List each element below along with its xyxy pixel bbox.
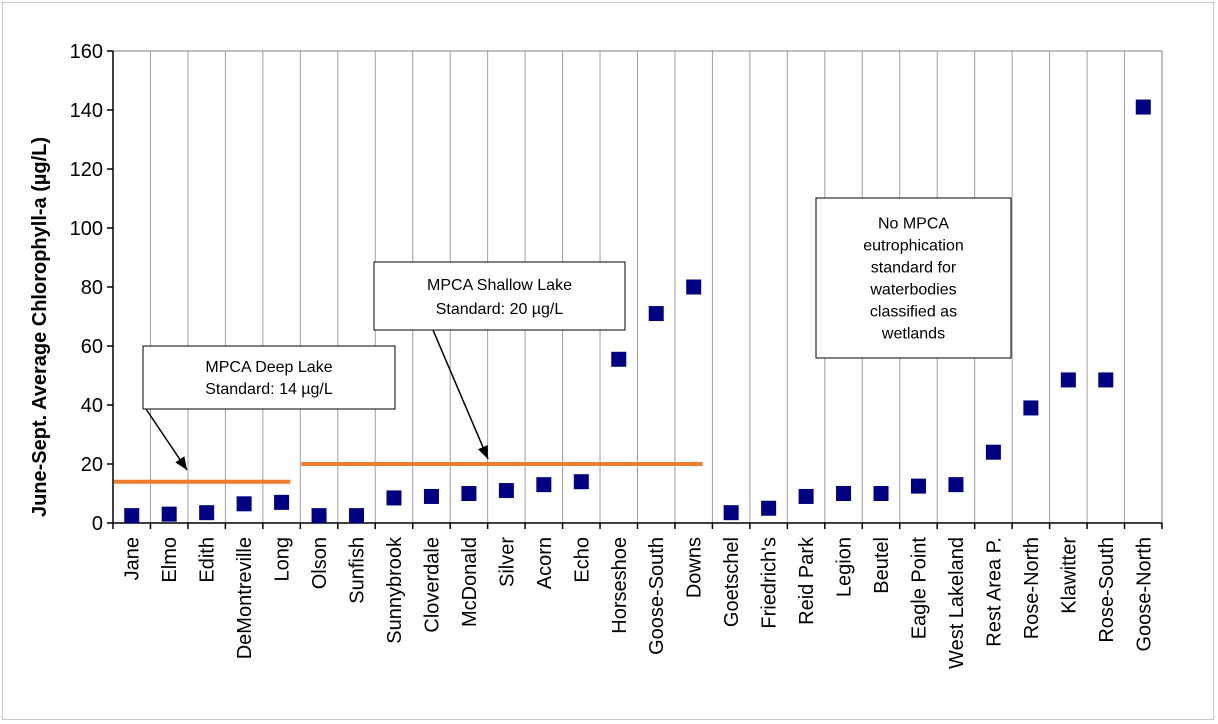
- data-point: [948, 477, 964, 493]
- data-point: [236, 496, 252, 512]
- x-tick-label: Eagle Point: [908, 537, 930, 640]
- annotation-text: MPCA Shallow Lake: [427, 277, 572, 294]
- y-tick-label: 0: [92, 513, 103, 535]
- data-point: [836, 486, 852, 501]
- x-tick-label: Jane: [122, 537, 144, 580]
- data-point: [910, 478, 926, 494]
- x-tick-label: Cloverdale: [421, 537, 443, 633]
- y-tick-label: 20: [81, 454, 103, 476]
- x-tick-label: Klawitter: [1058, 537, 1080, 614]
- data-point: [686, 279, 702, 295]
- x-tick-label: DeMontreville: [234, 537, 256, 659]
- data-point: [611, 351, 627, 367]
- x-tick-label: West Lakeland: [946, 537, 968, 669]
- x-tick-label: Downs: [684, 537, 706, 598]
- annotation-arrow: [432, 329, 489, 460]
- data-point: [1060, 372, 1076, 388]
- y-tick-label: 100: [70, 218, 103, 240]
- x-tick-label: Olson: [309, 537, 331, 589]
- annotation-text: wetlands: [881, 326, 945, 343]
- y-tick-label: 140: [70, 100, 103, 122]
- annotation-text: Standard: 14 µg/L: [205, 381, 333, 398]
- arrow-head: [477, 445, 488, 459]
- arrow-head: [175, 456, 187, 470]
- data-point: [1098, 372, 1114, 388]
- x-tick-label: Goose-North: [1133, 537, 1155, 652]
- x-tick-label: Goose-South: [646, 537, 668, 655]
- annotation-text: Standard: 20 µg/L: [436, 301, 564, 318]
- data-point: [723, 505, 739, 521]
- data-point: [199, 505, 215, 521]
- data-point: [161, 506, 177, 522]
- x-tick-label: Rest Area P.: [983, 537, 1005, 647]
- data-point: [124, 508, 140, 524]
- y-tick-label: 60: [81, 336, 103, 358]
- data-point: [1023, 400, 1039, 416]
- data-point: [461, 486, 477, 501]
- annotation-text: waterbodies: [869, 282, 956, 299]
- x-tick-label: McDonald: [459, 537, 481, 627]
- x-tick-label: Horseshoe: [609, 537, 631, 634]
- x-tick-label: Friedrich's: [759, 537, 781, 629]
- data-point: [349, 508, 365, 524]
- x-tick-label: Long: [272, 537, 294, 582]
- annotation-box: [815, 197, 1012, 359]
- x-tick-label: Rose-South: [1096, 537, 1118, 643]
- y-tick-label: 120: [70, 159, 103, 181]
- x-tick-label: Reid Park: [796, 536, 818, 625]
- x-tick-label: Legion: [834, 537, 856, 597]
- x-tick-label: Acorn: [534, 537, 556, 589]
- y-tick-label: 80: [81, 277, 103, 299]
- x-tick-label: Beutel: [871, 537, 893, 594]
- y-tick-label: 160: [70, 41, 103, 63]
- x-tick-label: Elmo: [159, 537, 181, 583]
- x-tick-label: Silver: [496, 537, 518, 587]
- x-tick-label: Sunnybrook: [384, 536, 406, 644]
- data-point: [423, 488, 439, 504]
- x-tick-label: Rose-North: [1021, 537, 1043, 639]
- annotation-text: standard for: [871, 260, 957, 277]
- data-point: [873, 486, 889, 501]
- annotation-box: [373, 261, 626, 331]
- data-point: [311, 508, 327, 524]
- data-point: [498, 483, 514, 499]
- data-point: [985, 444, 1001, 460]
- annotation-box: [142, 345, 396, 410]
- data-point: [536, 477, 552, 493]
- annotation-text: eutrophication: [863, 238, 964, 255]
- y-axis-title: June-Sept. Average Chlorophyll-a (µg/L): [29, 137, 51, 517]
- x-tick-label: Edith: [197, 537, 219, 583]
- data-point: [573, 474, 589, 490]
- data-point: [648, 306, 664, 322]
- data-point: [798, 488, 814, 504]
- data-point: [274, 494, 290, 510]
- data-point: [1135, 99, 1151, 115]
- annotation-text: No MPCA: [878, 216, 949, 233]
- x-tick-label: Goetschel: [721, 537, 743, 627]
- y-tick-label: 40: [81, 395, 103, 417]
- annotation-text: classified as: [870, 304, 957, 321]
- data-point: [386, 490, 402, 506]
- annotation-text: MPCA Deep Lake: [205, 359, 332, 376]
- x-tick-label: Sunfish: [347, 537, 369, 604]
- x-tick-label: Echo: [571, 537, 593, 583]
- data-point: [761, 500, 777, 516]
